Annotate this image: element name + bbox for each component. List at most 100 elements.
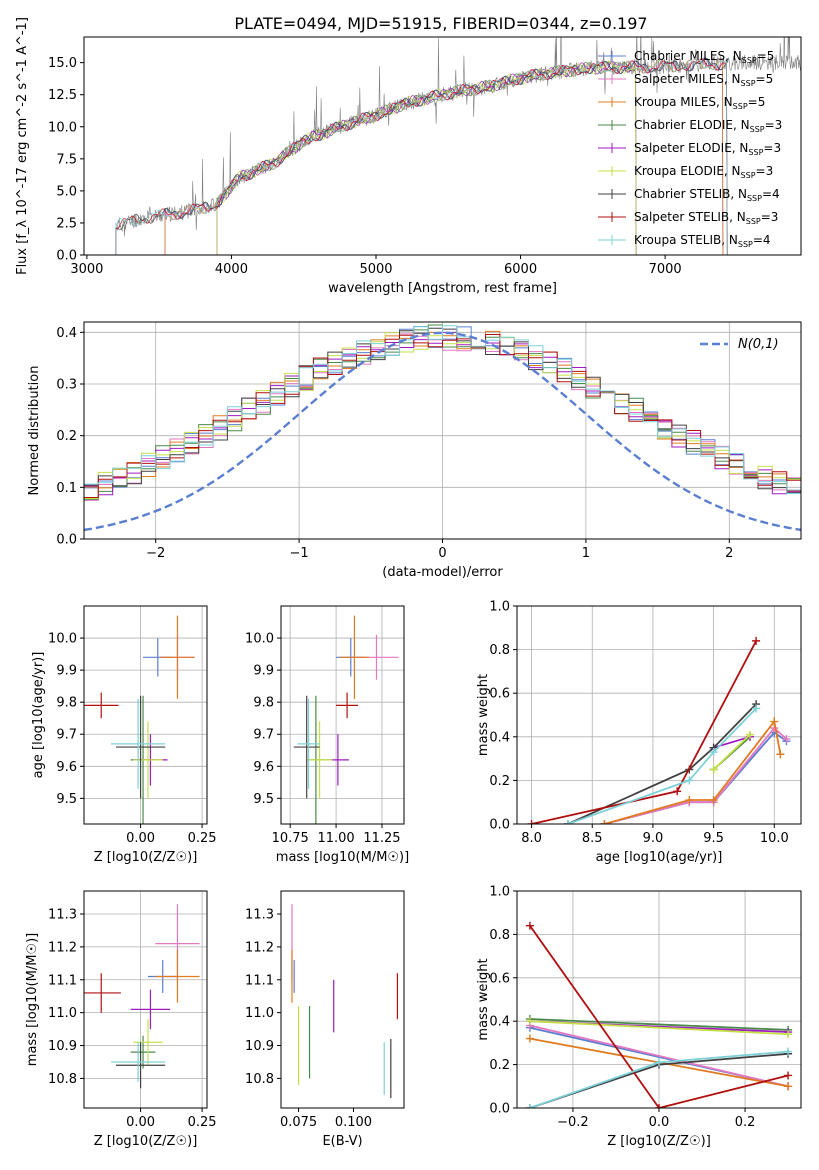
x-axis-label: wavelength [Angstrom, rest frame] — [328, 281, 557, 296]
mass-weight-marker — [746, 730, 755, 739]
x-tick-label: 0.25 — [188, 831, 217, 846]
x-axis-label: Z [log10(Z/Z☉)] — [94, 1134, 198, 1149]
y-tick-label: 11.1 — [245, 973, 274, 988]
mass-weight-marker — [685, 796, 694, 805]
mass-weight-marker — [784, 1030, 793, 1039]
y-tick-label: 11.1 — [48, 973, 77, 988]
residuals-panel: −2 −1 0 1 2 0.0 0.1 0.2 0.3 0.4 (data-model)/error… — [27, 321, 802, 580]
mass-weight-marker — [685, 776, 694, 785]
y-tick-label: 0.4 — [489, 730, 510, 745]
x-tick-label: 0.00 — [126, 831, 155, 846]
legend-label: Kroupa ELODIE, NSSP=3 — [634, 164, 773, 180]
x-tick-label: 6000 — [504, 262, 537, 277]
y-tick-label: 11.2 — [245, 940, 274, 955]
mass-weight-line — [712, 733, 751, 771]
x-tick-label: 11.25 — [363, 831, 400, 846]
y-tick-label: 0.0 — [489, 1102, 510, 1117]
y-tick-label: 0.2 — [489, 774, 510, 789]
mass-weight-marker — [770, 717, 779, 726]
legend-label: Salpeter STELIB, NSSP=3 — [634, 210, 778, 226]
mass-weight-marker — [782, 734, 791, 743]
mass-weight-vs-age-panel: 8.0 8.5 9.0 9.5 10.0 0.0 0.2 0.4 0.6 0.8 1.0 age [l… — [476, 600, 802, 865]
mass-vs-EBV-frame — [280, 890, 405, 1109]
y-tick-label: 11.3 — [48, 908, 77, 923]
legend-label: Salpeter MILES, NSSP=5 — [634, 72, 773, 88]
mass-vs-Z-frame — [83, 890, 208, 1109]
y-axis-label: mass [log10(M/M☉)] — [25, 933, 40, 1066]
histogram-step — [84, 334, 801, 498]
mass-weight-vs-Z-plot-area — [525, 921, 793, 1108]
mass-weight-vs-age-frame — [516, 605, 802, 825]
x-tick-label: 10.75 — [272, 831, 309, 846]
x-tick-label: 11.00 — [317, 831, 354, 846]
y-tick-label: 12.5 — [48, 88, 77, 103]
legend-label: Salpeter ELODIE, NSSP=3 — [634, 141, 781, 157]
y-tick-label: 9.5 — [56, 792, 77, 807]
mass-weight-vs-age-plot-area — [527, 636, 791, 824]
mass-weight-vs-Z-panel: −0.2 0.0 0.2 0.0 0.2 0.4 0.6 0.8 1.0 Z [log10(Z/Z… — [476, 885, 802, 1149]
y-axis-label: Flux [f_λ 10^-17 erg cm^-2 s^-1 A^-1] — [15, 17, 30, 275]
y-tick-label: 0.1 — [56, 481, 77, 496]
age-vs-Z-plot-area — [84, 615, 195, 824]
mass-vs-Z-panel: 0.00 0.25 10.8 10.9 11.0 11.1 11.2 11.3 Z [log10… — [25, 890, 217, 1149]
mass-weight-marker — [563, 820, 572, 824]
y-tick-label: 0.4 — [489, 1015, 510, 1030]
x-tick-label: 0 — [438, 546, 446, 561]
y-tick-label: 1.0 — [489, 885, 510, 900]
x-tick-label: 7000 — [649, 262, 682, 277]
x-axis-label: Z [log10(Z/Z☉)] — [94, 850, 198, 865]
y-tick-label: 7.5 — [56, 152, 77, 167]
x-tick-label: 10.0 — [760, 831, 789, 846]
x-tick-label: −1 — [290, 546, 309, 561]
model-spectrum-line — [115, 58, 728, 255]
x-tick-label: 4000 — [215, 262, 248, 277]
y-tick-label: 9.8 — [253, 696, 274, 711]
y-tick-label: 9.7 — [253, 728, 274, 743]
age-vs-mass-plot-area — [293, 615, 399, 824]
x-tick-label: 0.25 — [188, 1115, 217, 1130]
legend-label: Kroupa STELIB, NSSP=4 — [634, 233, 771, 249]
model-spectrum-line — [115, 58, 728, 255]
x-tick-label: 3000 — [70, 262, 103, 277]
x-tick-label: 8.5 — [582, 831, 603, 846]
y-tick-label: 9.9 — [253, 664, 274, 679]
mass-weight-line — [529, 1024, 789, 1088]
x-tick-label: 0.075 — [280, 1115, 317, 1130]
x-axis-label: mass [log10(M/M☉)] — [276, 850, 409, 865]
mass-weight-marker — [600, 820, 609, 824]
y-tick-label: 0.2 — [56, 429, 77, 444]
y-tick-label: 11.0 — [48, 1006, 77, 1021]
legend-label: N(0,1) — [738, 337, 779, 352]
y-tick-label: 11.0 — [245, 1006, 274, 1021]
histogram-step — [84, 332, 801, 499]
y-tick-label: 5.0 — [56, 184, 77, 199]
x-tick-label: 0.2 — [735, 1115, 756, 1130]
y-tick-label: 0.0 — [56, 533, 77, 548]
spectrum-plot-area — [115, 37, 801, 255]
mass-weight-marker — [655, 1058, 663, 1067]
age-vs-Z-frame — [83, 605, 208, 825]
model-spectrum-line — [216, 60, 637, 255]
mass-weight-marker — [776, 750, 785, 759]
y-tick-label: 10.0 — [245, 632, 274, 647]
y-tick-label: 10.0 — [48, 632, 77, 647]
y-tick-label: 0.8 — [489, 928, 510, 943]
y-tick-label: 1.0 — [489, 600, 510, 615]
age-vs-mass-frame — [280, 605, 405, 825]
x-tick-label: 0.100 — [335, 1115, 372, 1130]
spectrum-legend: Chabrier MILES, NSSP=5 Salpeter MILES, NS… — [598, 49, 782, 249]
y-tick-label: 10.8 — [48, 1072, 77, 1087]
x-tick-label: 9.5 — [703, 831, 724, 846]
y-tick-label: 0.6 — [489, 971, 510, 986]
residuals-plot-area — [84, 324, 801, 532]
x-tick-label: 1 — [582, 546, 590, 561]
mass-weight-marker — [673, 787, 682, 796]
mass-weight-marker — [784, 1082, 793, 1091]
y-tick-label: 10.8 — [245, 1072, 274, 1087]
x-tick-label: 2 — [725, 546, 733, 561]
x-axis-label: age [log10(age/yr)] — [596, 850, 723, 865]
y-tick-label: 0.0 — [56, 249, 77, 264]
y-tick-label: 0.2 — [489, 1058, 510, 1073]
y-axis-label: Normed distribution — [27, 366, 42, 496]
x-axis-label: E(B-V) — [322, 1134, 362, 1149]
